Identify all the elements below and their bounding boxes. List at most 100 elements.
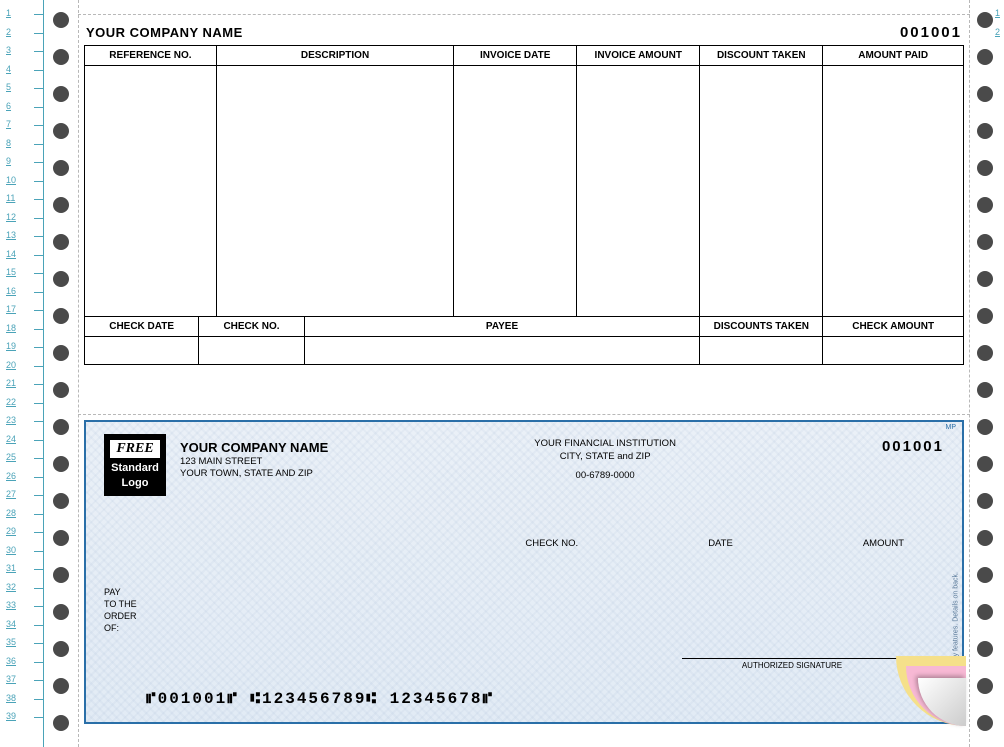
ruler-mark: 3 xyxy=(0,51,44,52)
ruler-number: 12 xyxy=(6,212,16,222)
ruler-number: 31 xyxy=(6,563,16,573)
stub-cell xyxy=(700,66,823,316)
ruler-number: 6 xyxy=(6,101,11,111)
ruler-mark: 36 xyxy=(0,662,44,663)
institution-city: CITY, STATE and ZIP xyxy=(342,451,868,464)
ruler-mark: 28 xyxy=(0,514,44,515)
ruler-number: 1 xyxy=(6,8,11,18)
ruler-mark: 22 xyxy=(0,403,44,404)
micr-line: ⑈001001⑈ ⑆123456789⑆ 12345678⑈ xyxy=(146,690,494,708)
ruler-number: 4 xyxy=(6,64,11,74)
summary-body-row xyxy=(85,336,964,364)
ruler-number: 17 xyxy=(6,304,16,314)
stub-table: REFERENCE NO.DESCRIPTIONINVOICE DATEINVO… xyxy=(84,45,964,316)
ruler-mark: 34 xyxy=(0,625,44,626)
sprocket-hole-icon xyxy=(977,271,993,287)
ruler-number: 16 xyxy=(6,286,16,296)
sprocket-hole-icon xyxy=(977,715,993,731)
label-date: DATE xyxy=(708,538,733,549)
ruler-mark: 9 xyxy=(0,162,44,163)
perf-line-right xyxy=(969,0,970,747)
stub-cell xyxy=(454,66,577,316)
ruler-number: 28 xyxy=(6,508,16,518)
company-block: YOUR COMPANY NAME 123 MAIN STREET YOUR T… xyxy=(180,440,328,479)
sprocket-hole-icon xyxy=(53,715,69,731)
ruler-mark: 15 xyxy=(0,273,44,274)
signature-line: AUTHORIZED SIGNATURE xyxy=(682,658,902,670)
ruler-number: 39 xyxy=(6,711,16,721)
stub-col-header: INVOICE DATE xyxy=(454,46,577,66)
stub-col-header: INVOICE AMOUNT xyxy=(577,46,700,66)
stub-cell xyxy=(823,66,964,316)
sprocket-hole-icon xyxy=(53,308,69,324)
ruler-mark: 29 xyxy=(0,532,44,533)
summary-cell xyxy=(700,336,823,364)
ruler-mark: 17 xyxy=(0,310,44,311)
sprocket-hole-icon xyxy=(977,530,993,546)
institution-name: YOUR FINANCIAL INSTITUTION xyxy=(342,438,868,451)
stub-col-header: AMOUNT PAID xyxy=(823,46,964,66)
ruler-number: 29 xyxy=(6,526,16,536)
summary-col-header: CHECK AMOUNT xyxy=(823,316,964,336)
ruler-number: 24 xyxy=(6,434,16,444)
ruler-number: 34 xyxy=(6,619,16,629)
ruler-mark: 19 xyxy=(0,347,44,348)
ruler-mark: 25 xyxy=(0,458,44,459)
ruler-mark: 20 xyxy=(0,366,44,367)
stub-col-header: DISCOUNT TAKEN xyxy=(700,46,823,66)
ruler-number: 13 xyxy=(6,230,16,240)
ruler-mark: 11 xyxy=(0,199,44,200)
company-name-check: YOUR COMPANY NAME xyxy=(180,440,328,455)
sprocket-hole-icon xyxy=(53,86,69,102)
ruler-number: 7 xyxy=(6,119,11,129)
ruler-mark: 7 xyxy=(0,125,44,126)
check-number: 001001 xyxy=(882,438,944,455)
ruler-number: 27 xyxy=(6,489,16,499)
ruler-number: 21 xyxy=(6,378,16,388)
pay-to-l3: ORDER xyxy=(104,610,137,622)
ruler-number: 36 xyxy=(6,656,16,666)
ruler-mark: 18 xyxy=(0,329,44,330)
ruler-number: 8 xyxy=(6,138,11,148)
check-form-page: 1234567891011121314151617181920212223242… xyxy=(0,0,1004,747)
ruler-mark: 38 xyxy=(0,699,44,700)
summary-col-header: DISCOUNTS TAKEN xyxy=(700,316,823,336)
ruler-number: 20 xyxy=(6,360,16,370)
sprocket-hole-icon xyxy=(53,49,69,65)
sprocket-hole-icon xyxy=(53,345,69,361)
stub-cell xyxy=(216,66,453,316)
stub-section: YOUR COMPANY NAME 001001 REFERENCE NO.DE… xyxy=(84,24,964,365)
ruler-mark: 37 xyxy=(0,680,44,681)
ruler-mark: 30 xyxy=(0,551,44,552)
sprocket-hole-icon xyxy=(977,493,993,509)
sprocket-hole-icon xyxy=(977,382,993,398)
sprocket-hole-icon xyxy=(977,49,993,65)
perf-line-left xyxy=(78,0,79,747)
check-number-top: 001001 xyxy=(900,24,962,41)
sprocket-hole-icon xyxy=(977,419,993,435)
sprocket-hole-icon xyxy=(977,604,993,620)
stub-header: YOUR COMPANY NAME 001001 xyxy=(84,24,964,45)
ruler-number: 9 xyxy=(6,156,11,166)
sprocket-hole-icon xyxy=(977,456,993,472)
ruler-mark: 12 xyxy=(0,218,44,219)
check-labels-row: CHECK NO. DATE AMOUNT xyxy=(104,538,944,549)
sprocket-hole-icon xyxy=(977,12,993,28)
ruler-number: 26 xyxy=(6,471,16,481)
ruler-number: 32 xyxy=(6,582,16,592)
sprocket-hole-icon xyxy=(977,123,993,139)
sprocket-hole-icon xyxy=(977,234,993,250)
stub-col-header: REFERENCE NO. xyxy=(85,46,217,66)
stub-table-header-row: REFERENCE NO.DESCRIPTIONINVOICE DATEINVO… xyxy=(85,46,964,66)
sprocket-hole-icon xyxy=(977,678,993,694)
ruler-number: 5 xyxy=(6,82,11,92)
sprocket-left xyxy=(46,0,76,747)
ruler-number: 23 xyxy=(6,415,16,425)
ruler-mark: 27 xyxy=(0,495,44,496)
ruler-number: 2 xyxy=(6,27,11,37)
sprocket-hole-icon xyxy=(53,456,69,472)
logo-box: FREE Standard Logo xyxy=(104,434,166,496)
institution-block: YOUR FINANCIAL INSTITUTION CITY, STATE a… xyxy=(342,438,868,482)
sprocket-hole-icon xyxy=(53,419,69,435)
sprocket-hole-icon xyxy=(53,197,69,213)
